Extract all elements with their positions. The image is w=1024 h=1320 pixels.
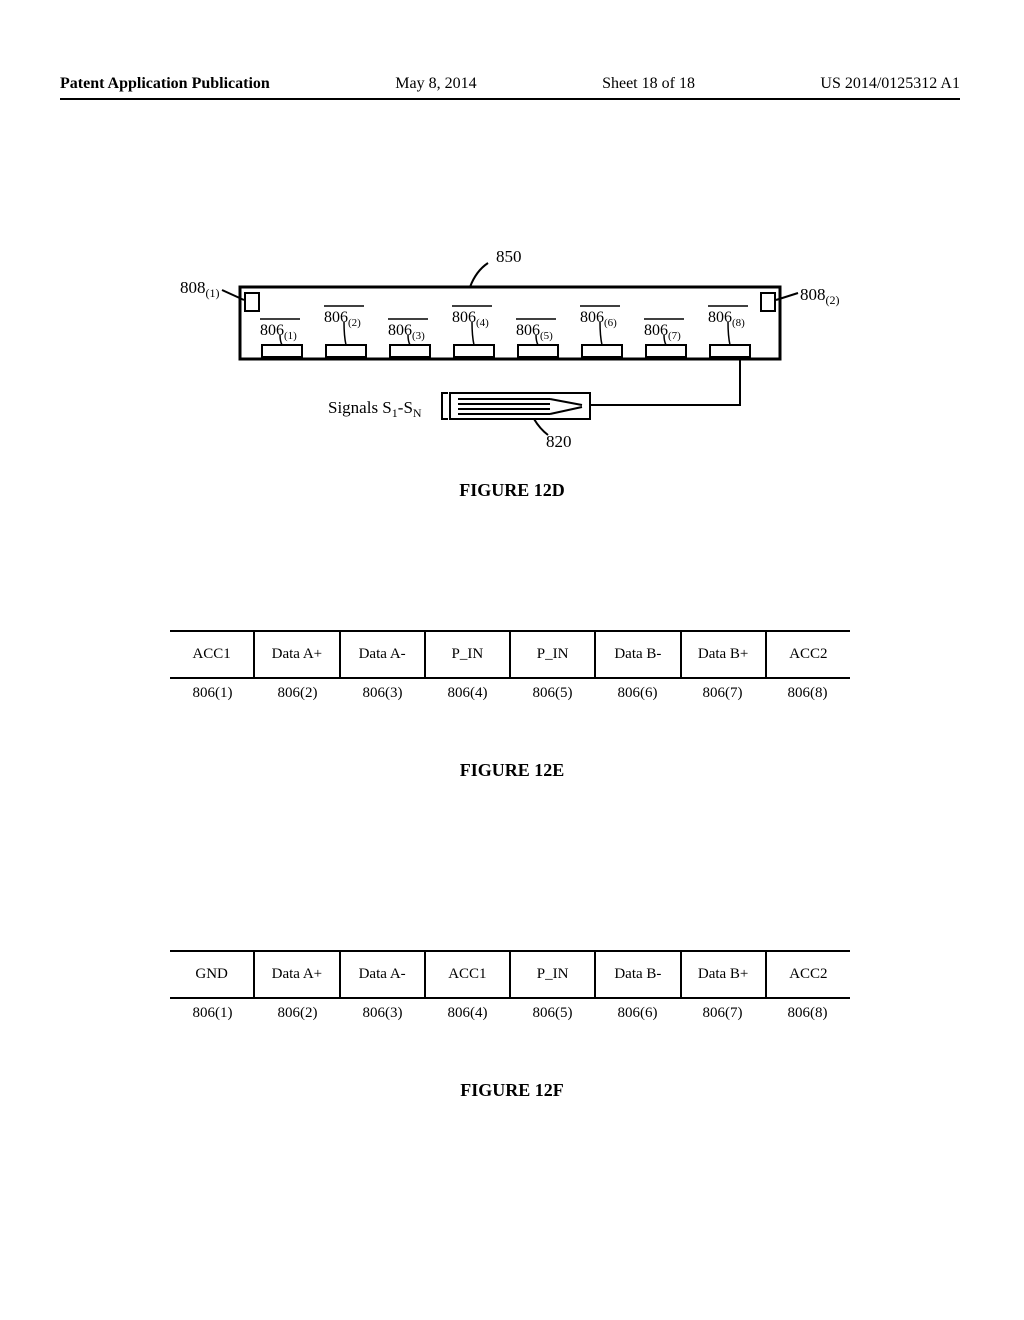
figure-12d: 850 808(1) 808(2) bbox=[180, 245, 840, 505]
svg-text:806(5): 806(5) bbox=[516, 322, 553, 342]
figure-12f-row: GND Data A+ Data A- ACC1 P_IN Data B- Da… bbox=[170, 950, 850, 999]
pin-cell: P_IN bbox=[509, 632, 594, 677]
header-rule bbox=[60, 98, 960, 100]
header-date: May 8, 2014 bbox=[395, 75, 476, 93]
pin-label: 806(6) bbox=[595, 685, 680, 702]
svg-text:806(1): 806(1) bbox=[260, 322, 297, 342]
pin-cell: ACC1 bbox=[170, 632, 253, 677]
page-header: Patent Application Publication May 8, 20… bbox=[60, 75, 960, 93]
figure-12e: ACC1 Data A+ Data A- P_IN P_IN Data B- D… bbox=[170, 630, 850, 702]
figure-12e-row: ACC1 Data A+ Data A- P_IN P_IN Data B- D… bbox=[170, 630, 850, 679]
svg-text:806(8): 806(8) bbox=[708, 309, 745, 329]
pin-label: 806(7) bbox=[680, 685, 765, 702]
svg-text:806(7): 806(7) bbox=[644, 322, 681, 342]
figure-12f-labels: 806(1) 806(2) 806(3) 806(4) 806(5) 806(6… bbox=[170, 1005, 850, 1022]
ref-808-1-pre: 808 bbox=[180, 278, 206, 297]
pin-labels-svg: 806(1) 806(2) 806(3) 806(4) 806(5) 806(6… bbox=[260, 306, 748, 345]
pin-label: 806(1) bbox=[170, 685, 255, 702]
svg-text:808(2): 808(2) bbox=[800, 285, 840, 307]
pin-label: 806(3) bbox=[340, 685, 425, 702]
ref-808-2-sub: (2) bbox=[826, 293, 840, 307]
svg-text:806(3): 806(3) bbox=[388, 322, 425, 342]
pin-cell: P_IN bbox=[509, 952, 594, 997]
pin-label: 806(1) bbox=[170, 1005, 255, 1022]
svg-text:806(2): 806(2) bbox=[324, 309, 361, 329]
pin-label: 806(4) bbox=[425, 1005, 510, 1022]
pin-cell: Data A+ bbox=[253, 632, 338, 677]
pin-label: 806(7) bbox=[680, 1005, 765, 1022]
pin-label: 806(8) bbox=[765, 685, 850, 702]
pin-contacts bbox=[262, 345, 750, 357]
pin-cell: Data A- bbox=[339, 632, 424, 677]
figure-12e-labels: 806(1) 806(2) 806(3) 806(4) 806(5) 806(6… bbox=[170, 685, 850, 702]
pin-cell: P_IN bbox=[424, 632, 509, 677]
pin-label: 806(2) bbox=[255, 1005, 340, 1022]
ref-808-1-sub: (1) bbox=[206, 286, 220, 300]
ref-820: 820 bbox=[546, 432, 572, 451]
pin-cell: GND bbox=[170, 952, 253, 997]
svg-text:806(4): 806(4) bbox=[452, 309, 489, 329]
pin-cell: Data A- bbox=[339, 952, 424, 997]
svg-text:806(6): 806(6) bbox=[580, 309, 617, 329]
pin-cell: Data B- bbox=[594, 952, 679, 997]
pin-cell: ACC2 bbox=[765, 632, 850, 677]
pin-cell: ACC1 bbox=[424, 952, 509, 997]
pin-label: 806(5) bbox=[510, 1005, 595, 1022]
pin-cell: Data A+ bbox=[253, 952, 338, 997]
pin-label: 806(4) bbox=[425, 685, 510, 702]
svg-text:808(1): 808(1) bbox=[180, 278, 220, 300]
figure-12d-caption: FIGURE 12D bbox=[0, 480, 1024, 501]
signals-label: Signals S1-SN bbox=[328, 398, 422, 420]
header-sheet: Sheet 18 of 18 bbox=[602, 75, 695, 93]
figure-12e-caption: FIGURE 12E bbox=[0, 760, 1024, 781]
pin-label: 806(3) bbox=[340, 1005, 425, 1022]
pin-cell: Data B+ bbox=[680, 632, 765, 677]
ref-808-2-pre: 808 bbox=[800, 285, 826, 304]
ref-850: 850 bbox=[496, 247, 522, 266]
pin-label: 806(6) bbox=[595, 1005, 680, 1022]
pin-label: 806(2) bbox=[255, 685, 340, 702]
header-pubno: US 2014/0125312 A1 bbox=[820, 75, 960, 93]
figure-12d-svg: 850 808(1) 808(2) bbox=[180, 245, 840, 505]
pin-label: 806(8) bbox=[765, 1005, 850, 1022]
figure-12f: GND Data A+ Data A- ACC1 P_IN Data B- Da… bbox=[170, 950, 850, 1022]
pin-cell: Data B+ bbox=[680, 952, 765, 997]
pin-cell: Data B- bbox=[594, 632, 679, 677]
header-publication: Patent Application Publication bbox=[60, 75, 270, 93]
pin-cell: ACC2 bbox=[765, 952, 850, 997]
pin-label: 806(5) bbox=[510, 685, 595, 702]
figure-12f-caption: FIGURE 12F bbox=[0, 1080, 1024, 1101]
